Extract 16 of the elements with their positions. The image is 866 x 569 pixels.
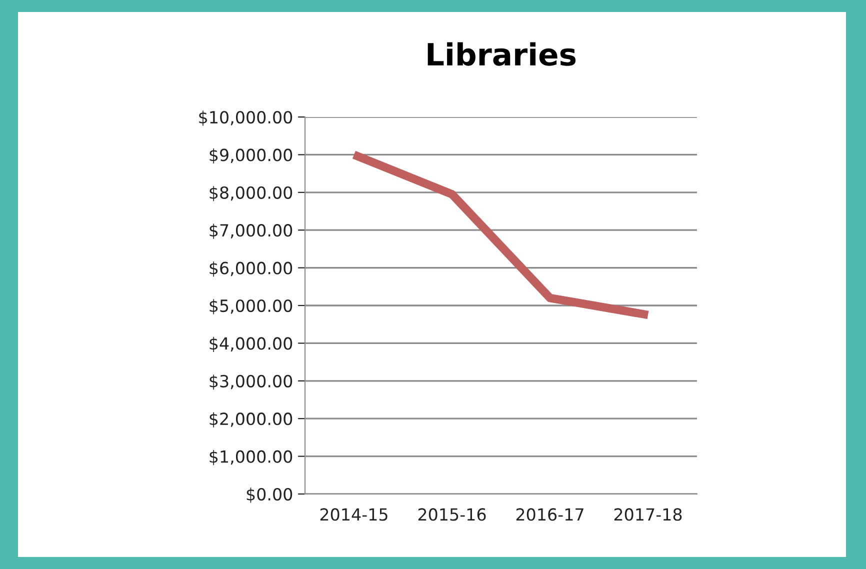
- x-tick-label: 2017-18: [614, 508, 682, 521]
- x-tick-label: 2016-17: [516, 508, 584, 521]
- y-tick-label: $6,000.00: [210, 261, 292, 277]
- x-tick-label: 2015-16: [418, 508, 486, 521]
- y-tick-label: $2,000.00: [210, 412, 292, 428]
- y-tick-label: $4,000.00: [210, 336, 292, 352]
- y-tick-label: $7,000.00: [210, 224, 292, 239]
- y-tick-label: $5,000.00: [210, 299, 292, 314]
- chart-title: Libraries: [428, 42, 576, 66]
- y-tick-label: $0.00: [246, 488, 292, 503]
- y-tick-label: $1,000.00: [210, 450, 292, 466]
- y-tick-label: $8,000.00: [210, 186, 292, 202]
- x-tick-label: 2014-15: [320, 508, 388, 521]
- y-tick-label: $9,000.00: [210, 148, 292, 164]
- y-tick-label: $10,000.00: [199, 110, 292, 126]
- y-tick-label: $3,000.00: [210, 374, 292, 390]
